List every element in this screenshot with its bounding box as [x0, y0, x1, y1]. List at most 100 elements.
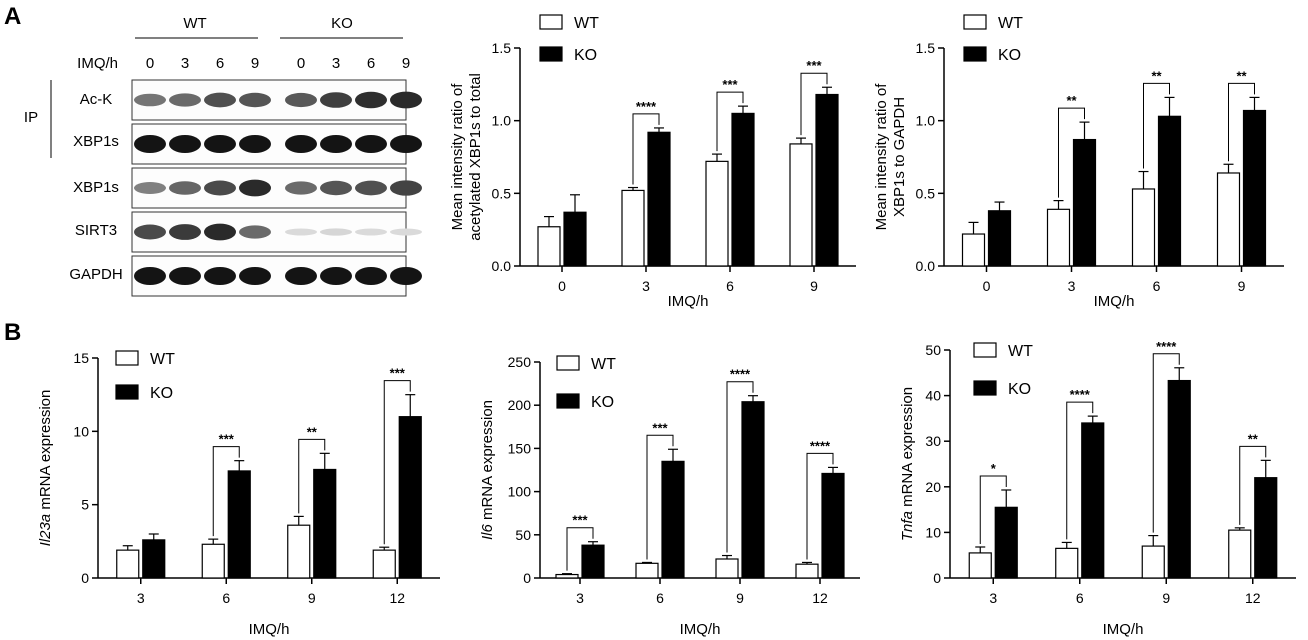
- legend-swatch: [115, 384, 139, 400]
- legend-swatch: [539, 46, 563, 62]
- blot-band: [285, 228, 317, 236]
- bar: [537, 226, 561, 267]
- y-tick-label: 0: [933, 570, 941, 586]
- blot-band: [285, 135, 317, 153]
- y-tick-label: 0: [81, 570, 89, 586]
- bar: [1167, 379, 1191, 579]
- significance-bracket: [800, 72, 828, 136]
- blot-band: [355, 180, 387, 196]
- significance-bracket: [726, 381, 754, 553]
- y-tick-label: 1.5: [916, 40, 936, 56]
- blot-group-label: WT: [183, 15, 206, 32]
- legend-label: WT: [998, 15, 1023, 32]
- bar: [1072, 138, 1097, 267]
- y-axis-label: Il23a mRNA expression: [37, 390, 54, 547]
- significance-label: ****: [1156, 339, 1177, 354]
- bar: [555, 573, 579, 579]
- significance-bracket: [806, 452, 834, 560]
- bar: [1216, 172, 1241, 267]
- x-tick-label: 0: [983, 278, 991, 294]
- x-axis-label: IMQ/h: [668, 293, 709, 310]
- y-tick-label: 40: [925, 388, 941, 404]
- bar: [715, 558, 739, 579]
- bar: [731, 112, 755, 267]
- blot-band: [390, 180, 422, 196]
- bar: [201, 543, 225, 579]
- blot-row-label: GAPDH: [69, 266, 122, 283]
- x-tick-label: 6: [1153, 278, 1161, 294]
- bar: [815, 93, 839, 267]
- y-tick-label: 50: [925, 342, 941, 358]
- blot-band: [239, 225, 271, 239]
- y-axis-label: Il6 mRNA expression: [479, 400, 496, 540]
- legend-label: WT: [150, 351, 175, 368]
- significance-bracket: [646, 434, 674, 560]
- x-tick-label: 12: [389, 590, 405, 606]
- legend-swatch: [973, 380, 997, 396]
- x-axis-label: IMQ/h: [1094, 293, 1135, 310]
- blot-lane-label: 9: [251, 55, 259, 72]
- bar: [1046, 208, 1071, 267]
- blot-band: [169, 93, 201, 107]
- chart-tnfa-expression: 0 10 20 30 40 50 3 6 9 12 IMQ/h Tnfa mRNA expressio…: [899, 339, 1296, 638]
- legend-label: KO: [998, 47, 1021, 64]
- significance-bracket: [1239, 445, 1267, 525]
- bar: [1228, 529, 1252, 579]
- y-axis-label-gene: Tnfa: [899, 511, 916, 541]
- blot-band: [204, 180, 236, 196]
- blot-band: [204, 135, 236, 153]
- blot-band: [390, 228, 422, 236]
- significance-bracket: [383, 380, 411, 545]
- blot-band: [285, 92, 317, 108]
- y-tick-label: 1.5: [492, 40, 512, 56]
- blot-band: [239, 179, 271, 197]
- legend-label: KO: [574, 47, 597, 64]
- x-axis-label: IMQ/h: [680, 621, 721, 638]
- y-tick-label: 15: [73, 350, 89, 366]
- blot-row-label: XBP1s: [73, 133, 119, 150]
- bar: [1141, 545, 1165, 579]
- blot-lane-label: 6: [367, 55, 375, 72]
- x-tick-label: 0: [558, 278, 566, 294]
- bar: [987, 210, 1012, 267]
- blot-band: [320, 267, 352, 285]
- blot-band: [134, 224, 166, 240]
- blot-time-label: IMQ/h: [77, 55, 118, 72]
- x-tick-label: 12: [1245, 590, 1261, 606]
- legend-label: KO: [1008, 381, 1031, 398]
- blot-band: [204, 267, 236, 285]
- blot-band: [204, 223, 236, 241]
- y-axis-label-gene: Il6: [479, 524, 496, 541]
- blot-band: [320, 92, 352, 108]
- significance-bracket: [1066, 401, 1094, 540]
- bar: [741, 401, 765, 579]
- bar: [1157, 115, 1182, 267]
- y-tick-label: 100: [508, 484, 532, 500]
- bar: [661, 460, 685, 579]
- significance-label: **: [1066, 93, 1077, 108]
- blot-band: [285, 267, 317, 285]
- bar: [398, 416, 422, 579]
- x-tick-label: 9: [308, 590, 316, 606]
- y-tick-label: 0.0: [492, 258, 512, 274]
- significance-label: **: [307, 424, 318, 439]
- blot-lane-label: 0: [297, 55, 305, 72]
- bar: [1131, 188, 1156, 267]
- legend-swatch: [963, 46, 987, 62]
- legend-label: WT: [1008, 343, 1033, 360]
- bar: [1081, 422, 1105, 579]
- blot-band: [320, 180, 352, 196]
- y-axis-label-text: mRNA expression: [479, 400, 496, 524]
- x-tick-label: 3: [576, 590, 584, 606]
- blot-band: [285, 181, 317, 195]
- blot-band: [390, 135, 422, 153]
- bar: [287, 524, 311, 579]
- significance-label: ***: [652, 420, 668, 435]
- significance-bracket: [716, 91, 744, 152]
- y-axis-label: Tnfa mRNA expression: [899, 387, 916, 541]
- chart-il6-expression: 0 50 100 150 200 250 3 6 9 12 IMQ/h Il6 mRNA expres…: [479, 354, 860, 638]
- blot-lane-label: 6: [216, 55, 224, 72]
- y-axis-label-line: XBP1s to GAPDH: [891, 97, 908, 217]
- legend-label: WT: [574, 15, 599, 32]
- x-tick-label: 12: [812, 590, 828, 606]
